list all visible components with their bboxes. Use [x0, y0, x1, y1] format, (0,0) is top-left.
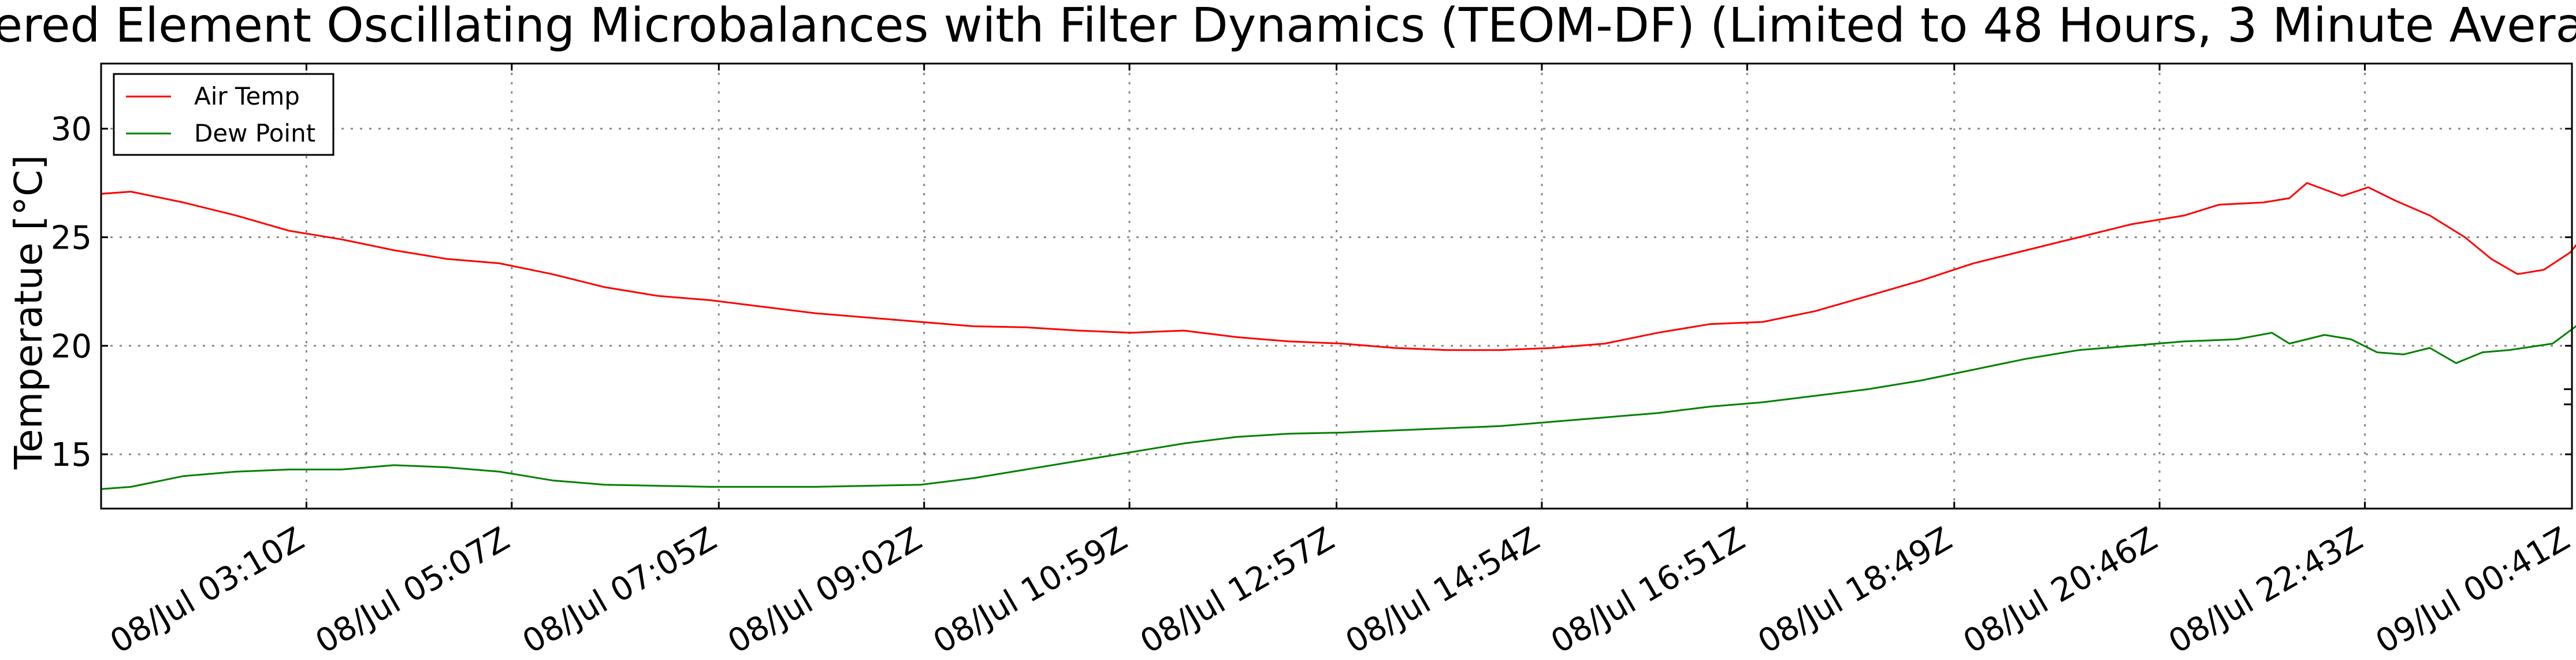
x-tick-label: 08/Jul 10:59Z	[927, 520, 1133, 660]
y-tick-label: 20	[51, 328, 92, 365]
y-axis-label: Temperatue [°C]	[6, 155, 51, 470]
series-line-dew-point	[101, 325, 2576, 490]
x-tick-label: 08/Jul 18:49Z	[1752, 520, 1958, 660]
legend-box	[113, 73, 334, 156]
x-tick-label: 08/Jul 20:46Z	[1957, 520, 2164, 660]
grid-layer	[101, 64, 2573, 509]
legend: Air Temp Dew Point	[113, 73, 334, 156]
x-tick-label: 09/Jul 00:41Z	[2370, 520, 2576, 660]
chart-title: Tapered Element Oscillating Microbalance…	[0, 0, 2576, 53]
y-tick-label: 15	[51, 436, 92, 474]
x-tick-label: 08/Jul 03:10Z	[104, 520, 310, 660]
x-tick-label: 08/Jul 07:05Z	[516, 520, 723, 660]
legend-label-dew-point: Dew Point	[194, 119, 315, 147]
x-tick-label: 08/Jul 14:54Z	[1339, 520, 1545, 660]
x-tick-label: 08/Jul 12:57Z	[1134, 520, 1340, 660]
x-tick-label: 08/Jul 09:02Z	[722, 520, 928, 660]
series-line-air-temp	[101, 182, 2576, 351]
y-tick-label: 25	[51, 219, 92, 257]
series-layer	[101, 182, 2576, 490]
x-tick-label: 08/Jul 22:43Z	[2162, 520, 2369, 660]
x-tick-label: 08/Jul 16:51Z	[1545, 520, 1751, 660]
y-tick-label: 30	[51, 111, 92, 149]
legend-label-air-temp: Air Temp	[194, 82, 300, 110]
x-tick-label: 08/Jul 05:07Z	[309, 520, 515, 660]
